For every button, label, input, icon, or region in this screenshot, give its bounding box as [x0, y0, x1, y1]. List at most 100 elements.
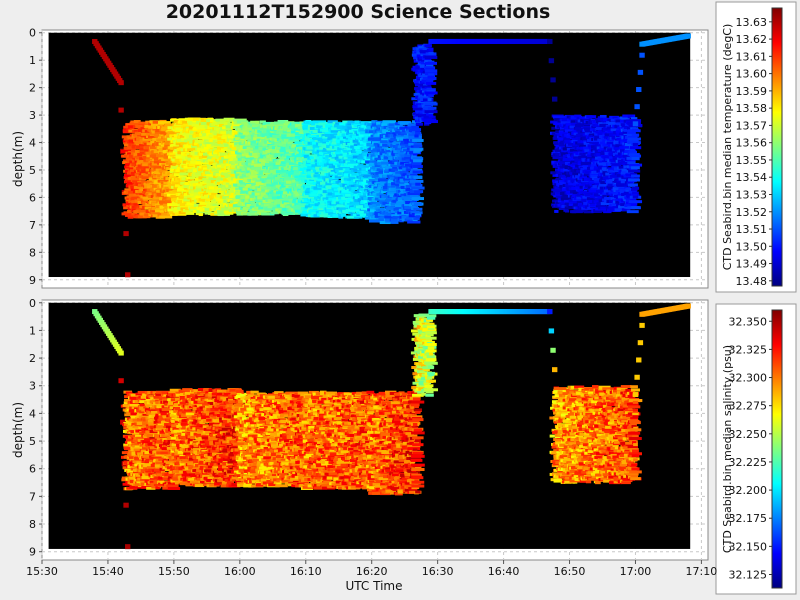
- data-cell: [167, 131, 181, 135]
- data-cell: [127, 136, 139, 140]
- data-cell: [414, 134, 419, 138]
- data-cell: [167, 181, 175, 185]
- data-cell: [145, 210, 151, 214]
- data-cells: [92, 33, 691, 278]
- data-cell: [408, 123, 417, 127]
- data-cell: [145, 158, 159, 162]
- y-tick-label: 4: [29, 137, 36, 150]
- data-cell: [413, 176, 423, 180]
- data-cell: [157, 121, 171, 125]
- data-cell: [164, 158, 173, 162]
- data-cell: [125, 272, 131, 278]
- panel-1: 0123456789depth(m)13.6313.6213.6113.6013…: [11, 1, 797, 293]
- data-cell: [160, 152, 169, 156]
- data-cell: [133, 185, 147, 189]
- data-cell: [133, 120, 141, 124]
- data-cell: [149, 146, 160, 150]
- data-cell: [141, 176, 155, 180]
- y-axis-label: depth(m): [11, 131, 25, 187]
- data-cell: [415, 182, 421, 186]
- data-cell: [411, 128, 422, 132]
- data-cell: [157, 174, 167, 178]
- data-cell: [160, 131, 174, 135]
- data-cell: [144, 206, 157, 210]
- y-tick-label: 6: [29, 191, 36, 204]
- data-cell: [198, 213, 203, 217]
- data-cell: [130, 176, 144, 180]
- data-cell: [143, 174, 153, 178]
- data-cell: [171, 181, 179, 185]
- data-cell: [118, 80, 124, 86]
- data-cell: [412, 164, 423, 168]
- data-cell: [412, 170, 424, 174]
- data-cell: [156, 154, 170, 158]
- data-cell: [173, 186, 183, 190]
- y-tick-label: 3: [29, 109, 36, 122]
- data-cell: [150, 148, 157, 152]
- data-cell: [142, 137, 149, 141]
- data-cell: [412, 159, 423, 163]
- data-cell: [144, 126, 149, 130]
- data-cell: [411, 197, 424, 201]
- data-cell: [173, 173, 185, 177]
- data-cell: [138, 209, 152, 213]
- data-cell: [142, 164, 152, 168]
- data-cell: [159, 215, 173, 219]
- data-cell: [408, 142, 414, 146]
- data-cell: [145, 149, 151, 153]
- data-cell: [415, 215, 421, 219]
- data-cell: [125, 156, 136, 160]
- data-cell: [411, 186, 425, 190]
- data-cell: [174, 158, 184, 162]
- data-cell: [121, 212, 134, 216]
- y-tick-label: 2: [29, 82, 36, 95]
- data-cell: [164, 178, 173, 182]
- data-cell: [163, 192, 171, 196]
- data-cell: [169, 152, 182, 156]
- y-tick-label: 9: [29, 274, 36, 287]
- panels: 0123456789depth(m)13.6313.6213.6113.6013…: [11, 1, 797, 595]
- data-cell: [151, 189, 159, 193]
- data-cell: [127, 215, 134, 219]
- data-cell: [118, 107, 124, 113]
- data-cell: [131, 212, 138, 216]
- data-cell: [163, 181, 171, 185]
- data-cell: [151, 164, 161, 168]
- data-cell: [164, 145, 171, 149]
- data-cell: [413, 202, 423, 206]
- data-cell: [415, 122, 423, 126]
- data-cell: [255, 120, 260, 124]
- data-cell: [154, 209, 166, 213]
- data-cell: [124, 213, 139, 217]
- data-cell: [138, 144, 150, 148]
- data-cell: [413, 207, 423, 211]
- data-cell: [413, 148, 423, 152]
- data-cell: [139, 192, 144, 196]
- y-tick-label: 7: [29, 219, 36, 232]
- data-cell: [173, 210, 183, 214]
- data-cell: [172, 205, 184, 209]
- data-cell: [413, 144, 423, 148]
- data-cell: [154, 130, 164, 134]
- data-cell: [354, 120, 360, 124]
- data-cell: [134, 141, 146, 145]
- data-cell: [409, 179, 424, 183]
- data-cell: [152, 198, 163, 202]
- data-cell: [137, 153, 146, 157]
- data-cell: [164, 123, 178, 127]
- data-cell: [127, 141, 134, 145]
- data-cell: [128, 183, 136, 187]
- data-cell: [170, 194, 181, 198]
- data-cell: [131, 149, 139, 153]
- y-tick-label: 0: [29, 27, 36, 40]
- data-cell: [136, 206, 147, 210]
- data-cell: [123, 231, 129, 237]
- data-cell: [124, 188, 134, 192]
- data-cell: [412, 138, 424, 142]
- data-cell: [158, 169, 168, 173]
- data-cell: [153, 196, 165, 200]
- y-tick-label: 8: [29, 246, 36, 259]
- data-cell: [169, 144, 181, 148]
- data-cell: [133, 203, 139, 207]
